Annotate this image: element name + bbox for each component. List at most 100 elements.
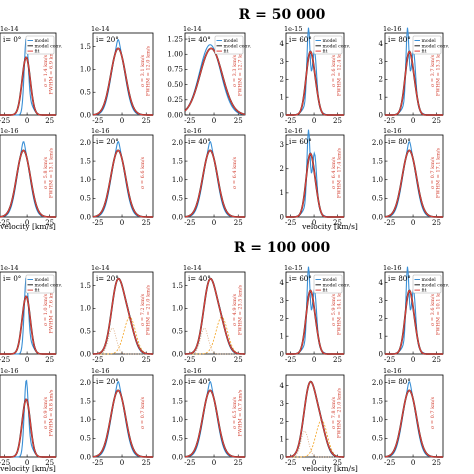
y-tick-label: 0.0 (372, 213, 383, 221)
panel-r100000-1-2: -25 0 25 0.0 0.5 1.0 1.5 2.01e-16 i= 40° σ = 6.5 … (172, 367, 246, 467)
y-tick-label: 1.5 (80, 282, 91, 290)
y-tick-label: 1 (280, 93, 284, 101)
x-tick-label: 0 (120, 459, 124, 467)
sigma-annotation: σ = 6.5 km/s (232, 396, 238, 429)
y-tick-label: 1.0 (372, 176, 383, 184)
panel-r50000-0-1: -25 0 25 0.0 0.5 1.0 1.5 1e-14 i= 20° σ = 3.1 km/… (80, 25, 154, 125)
panel-frame (184, 134, 246, 218)
legend-label-model_conv: model conv. (323, 43, 351, 49)
inclination-label: i= 20° (96, 378, 119, 386)
panel-r50000-0-0: -25 0 25 1e-14 i= 0° σ = 1.4 km/s FWHM = 6.9 k… (0, 25, 63, 125)
fwhm-annotation: FWHM = 13.3 km/s (436, 45, 442, 96)
series-line-fit (0, 295, 56, 355)
legend-label-model: model (224, 38, 239, 44)
x-tick-label: -25 (184, 356, 195, 364)
fwhm-annotation: FWHM = 6.9 km/s (49, 47, 55, 94)
inclination-label: i= 0° (3, 36, 21, 44)
y-tick-label: 0.0 (80, 213, 91, 221)
series-line-fit (92, 47, 153, 116)
x-tick-label: -25 (184, 117, 195, 125)
inclination-label: i= 0° (3, 275, 21, 283)
x-tick-label: 25 (333, 219, 342, 227)
x-tick-label: -25 (285, 356, 296, 364)
legend-label-model_conv: model conv. (35, 43, 63, 49)
y-tick-label: 0 (280, 453, 284, 461)
x-tick-label: 25 (234, 219, 243, 227)
legend-label-model_conv: model conv. (422, 282, 450, 288)
panel-r50000-1-4: -25 0 25 0.0 0.5 1.0 1.5 2.01e-16 i= 80° σ = 0.7 … (372, 127, 444, 227)
y-tick-label: 2.0 (172, 139, 183, 147)
y-tick-label: 1.0 (80, 305, 91, 313)
y-tick-label: 4 (280, 382, 285, 390)
legend-label-model: model (35, 38, 50, 44)
fwhm-annotation: FWHM = 14.1 km/s (337, 284, 343, 335)
panel-r50000-1-1: -25 0 25 0.0 0.5 1.0 1.5 2.01e-16 i= 20° σ = 6.6 … (80, 127, 154, 227)
x-tick-label: 0 (411, 117, 415, 125)
series-line-fit (385, 50, 443, 116)
y-tick-label: 0.75 (167, 66, 183, 74)
series-line-fit (184, 277, 246, 355)
x-tick-label: -25 (0, 219, 10, 227)
series-line-fit (286, 50, 344, 116)
x-tick-label: 0 (25, 117, 29, 125)
inclination-label: i= 80° (388, 378, 411, 386)
series-line-fit (92, 277, 154, 355)
y-exponent-label: 1e-16 (284, 127, 302, 135)
y-tick-label: 0.0 (372, 453, 383, 461)
y-tick-label: 0.5 (172, 195, 183, 203)
y-tick-label: 1.5 (80, 43, 91, 51)
panel-frame (184, 374, 246, 458)
y-exponent-label: 1e-14 (91, 264, 109, 272)
y-tick-label: 1.0 (372, 416, 383, 424)
sigma-annotation: σ = 3.3 km/s (232, 54, 238, 87)
fwhm-annotation: FWHM = 8.8 km/s (49, 389, 55, 436)
x-tick-label: 0 (120, 219, 124, 227)
y-tick-label: 4 (280, 40, 285, 48)
y-tick-label: 1.5 (172, 282, 183, 290)
inclination-label: i= 20° (96, 275, 119, 283)
x-tick-label: 0 (212, 219, 216, 227)
y-tick-label: 3 (280, 58, 284, 66)
y-tick-label: 3 (280, 141, 284, 149)
inclination-label: i= 20° (96, 138, 119, 146)
y-tick-label: 0.0 (80, 453, 91, 461)
y-tick-label: 2 (379, 315, 383, 323)
x-tick-label: 0 (212, 459, 216, 467)
x-axis-label-top: velocity [km/s] (0, 222, 56, 231)
x-tick-label: 0 (212, 117, 216, 125)
y-tick-label: 2 (280, 418, 284, 426)
legend-label-fit: fit (35, 49, 40, 55)
y-tick-label: 0.0 (172, 453, 183, 461)
fwhm-annotation: FWHM = 12.4 km/s (337, 45, 343, 96)
panel-r50000-1-0: -25 0 25 1e-16 σ = 5.8 km/s FWHM = 13.1 km/s (0, 127, 57, 227)
y-tick-label: 3 (280, 297, 284, 305)
series-line-fit (184, 149, 245, 218)
y-exponent-label: 1e-16 (91, 127, 109, 135)
y-exponent-label: 1e-15 (284, 264, 302, 272)
x-tick-label: 25 (45, 356, 54, 364)
x-tick-label: -25 (0, 356, 10, 364)
y-tick-label: 1.5 (372, 157, 383, 165)
y-tick-label: 2.0 (372, 379, 383, 387)
x-tick-label: 0 (312, 356, 316, 364)
y-tick-label: 0.25 (167, 96, 183, 104)
y-tick-label: 3 (379, 297, 383, 305)
panel-frame (0, 374, 57, 458)
sigma-annotation: σ = 6.4 km/s (331, 156, 337, 189)
series-line-comp2 (185, 327, 245, 355)
x-tick-label: 25 (45, 219, 54, 227)
y-tick-label: 1.0 (80, 416, 91, 424)
legend-label-model_conv: model conv. (224, 43, 252, 49)
series-line-comp1 (185, 316, 246, 355)
y-tick-label: 1.5 (172, 157, 183, 165)
inclination-label: i= 40° (188, 275, 211, 283)
panel-frame (92, 374, 154, 458)
y-tick-label: 0 (280, 213, 284, 221)
series-line-fit (384, 149, 443, 218)
panel-r100000-1-4: -25 0 25 0.0 0.5 1.0 1.5 2.01e-16 i= 80° σ = 0.7 … (372, 367, 444, 467)
y-tick-label: 0.5 (172, 328, 183, 336)
sigma-annotation: σ = 1.0 km/s (43, 293, 49, 326)
fwhm-annotation: FWHM = 13.1 km/s (49, 147, 55, 198)
